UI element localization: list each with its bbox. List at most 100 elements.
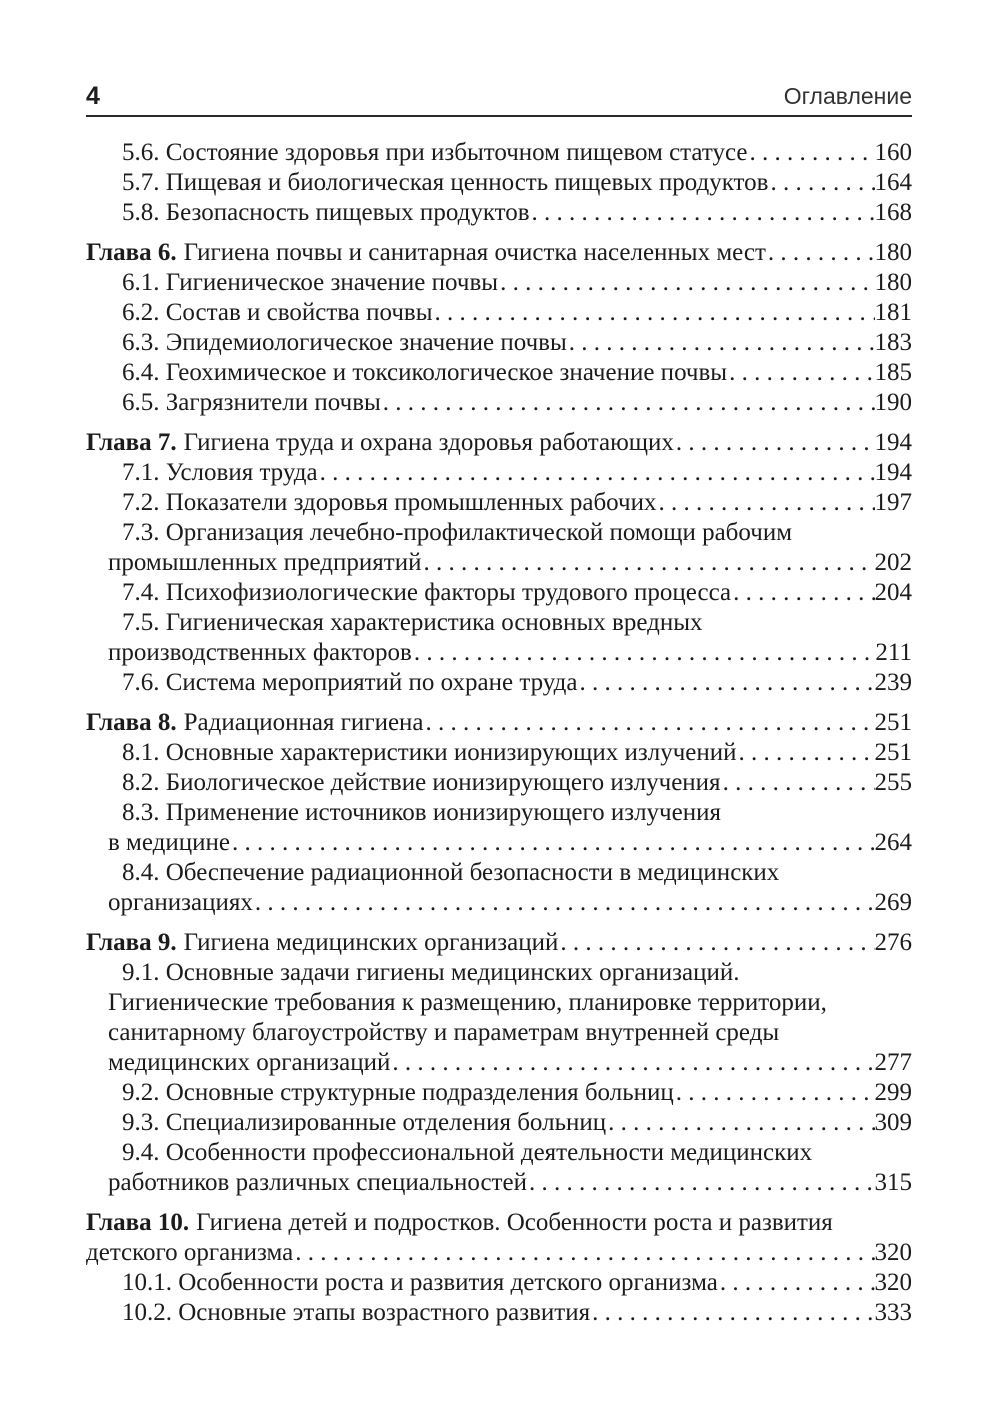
dot-leader xyxy=(232,828,875,858)
page-ref: 185 xyxy=(874,359,913,386)
chapter-label: Глава 7. xyxy=(86,429,177,456)
toc-entry: Глава 9.Гигиена медицинских организаций 2… xyxy=(86,928,912,958)
toc-entry-line: 9.2. Основные структурные подразделения … xyxy=(86,1078,912,1108)
chapter-label: Глава 6. xyxy=(86,239,177,266)
page-ref: 309 xyxy=(874,1109,913,1136)
toc-entry-text: 5.8. Безопасность пищевых продуктов xyxy=(122,199,530,226)
dot-leader xyxy=(733,578,874,608)
toc-entry-line: Глава 6. Гигиена почвы и санитарная очист… xyxy=(86,238,912,268)
page-ref: 269 xyxy=(874,889,913,916)
toc-entry-text: 6.4. Геохимическое и токсикологическое з… xyxy=(122,359,728,386)
toc-entry-line: 7.2. Показатели здоровья промышленных ра… xyxy=(86,488,912,518)
toc-entry: 5.6. Состояние здоровья при избыточном п… xyxy=(86,138,912,168)
toc-entry-line: детского организма 320 xyxy=(86,1238,912,1268)
toc-entry-line: Гигиенические требования к размещению, п… xyxy=(86,988,912,1018)
toc-entry-text: 8.4. Обеспечение радиационной безопаснос… xyxy=(122,859,780,886)
dot-leader xyxy=(770,168,874,198)
page-header: 4 Оглавление xyxy=(86,84,912,109)
page-ref: 239 xyxy=(874,669,913,696)
toc-entry-text: 7.4. Психофизиологические факторы трудов… xyxy=(122,579,732,606)
toc-entry: 5.8. Безопасность пищевых продуктов 168 xyxy=(86,198,912,228)
dot-leader xyxy=(729,358,874,388)
toc-entry-text: Глава 8. Радиационная гигиена xyxy=(86,708,424,738)
toc-entry: 7.5. Гигиеническая характеристика основн… xyxy=(86,608,912,668)
toc-entry: 8.2. Биологическое действие ионизирующег… xyxy=(86,768,912,798)
page-ref: 190 xyxy=(874,389,913,416)
toc-entry-text: 6.2. Состав и свойства почвы xyxy=(122,299,433,326)
dot-leader xyxy=(723,768,875,798)
toc-entry-text: 8.3. Применение источников ионизирующего… xyxy=(122,799,721,826)
toc-entry: 7.4. Психофизиологические факторы трудов… xyxy=(86,578,912,608)
toc-entry-text: 9.4. Особенности профессиональной деятел… xyxy=(122,1139,813,1166)
toc-entry-line: 6.4. Геохимическое и токсикологическое з… xyxy=(86,358,912,388)
toc-entry-text: 8.2. Биологическое действие ионизирующег… xyxy=(122,769,721,796)
toc-entry-line: Глава 7. Гигиена труда и охрана здоровья … xyxy=(86,428,912,458)
toc-entry-line: в медицине 264 xyxy=(86,828,912,858)
toc-entry-text: 7.2. Показатели здоровья промышленных ра… xyxy=(122,489,657,516)
toc-entry-line: 8.4. Обеспечение радиационной безопаснос… xyxy=(86,858,912,888)
page-ref: 251 xyxy=(874,739,913,766)
page-ref: 180 xyxy=(874,239,913,266)
dot-leader xyxy=(295,1238,874,1268)
chapter-title: Гигиена труда и охрана здоровья работающ… xyxy=(183,429,674,456)
toc-entry-line: промышленных предприятий 202 xyxy=(86,548,912,578)
toc-entry: 6.5. Загрязнители почвы 190 xyxy=(86,388,912,418)
dot-leader xyxy=(383,388,875,418)
toc-entry-text: 10.1. Особенности роста и развития детск… xyxy=(122,1269,718,1296)
dot-leader xyxy=(749,138,874,168)
toc-entry-text: Глава 6. Гигиена почвы и санитарная очист… xyxy=(86,238,766,268)
toc-entry-text: 9.3. Специализированные отделения больни… xyxy=(122,1109,607,1136)
toc-entry-line: медицинских организаций 277 xyxy=(86,1048,912,1078)
dot-leader xyxy=(255,888,875,918)
toc-entry: 7.3. Организация лечебно-профилактическо… xyxy=(86,518,912,578)
dot-leader xyxy=(739,738,875,768)
toc-entry-line: Глава 8.Радиационная гигиена 251 xyxy=(86,708,912,738)
dot-leader xyxy=(500,268,874,298)
toc-entry-text: 7.6. Система мероприятий по охране труда xyxy=(122,669,578,696)
toc-entry-line: производственных факторов 211 xyxy=(86,638,912,668)
dot-leader xyxy=(580,668,875,698)
chapter-title: Гигиена детей и подростков. Особенности … xyxy=(196,1209,833,1236)
toc-entry-text: 7.5. Гигиеническая характеристика основн… xyxy=(122,609,703,636)
toc-entry-line: 6.5. Загрязнители почвы 190 xyxy=(86,388,912,418)
toc-entry: Глава 10. Гигиена детей и подростков. Осо… xyxy=(86,1208,912,1268)
dot-leader xyxy=(569,328,875,358)
toc-entry-text: работников различных специальностей xyxy=(108,1169,527,1196)
toc-entry-text: 5.6. Состояние здоровья при избыточном п… xyxy=(122,139,748,166)
dot-leader xyxy=(676,428,875,458)
toc-entry: 6.1. Гигиеническое значение почвы 180 xyxy=(86,268,912,298)
page-ref: 204 xyxy=(874,579,913,606)
page-ref: 333 xyxy=(874,1299,913,1326)
toc-entry-text: производственных факторов xyxy=(108,639,412,666)
chapter-label: Глава 8. xyxy=(86,709,177,736)
dot-leader xyxy=(608,1108,874,1138)
toc-entry: 9.1. Основные задачи гигиены медицинских… xyxy=(86,958,912,1078)
running-head-title: Оглавление xyxy=(783,83,912,109)
toc-entry: 10.1. Особенности роста и развития детск… xyxy=(86,1268,912,1298)
toc-entry-text: организациях xyxy=(108,889,253,916)
page-ref: 194 xyxy=(874,459,913,486)
page-ref: 168 xyxy=(874,199,913,226)
toc-entry-text: 6.1. Гигиеническое значение почвы xyxy=(122,269,499,296)
dot-leader xyxy=(676,1078,875,1108)
toc-entry-line: 7.4. Психофизиологические факторы трудов… xyxy=(86,578,912,608)
dot-leader xyxy=(560,928,874,958)
page-ref: 320 xyxy=(874,1269,913,1296)
dot-leader xyxy=(392,1048,874,1078)
page-ref: 315 xyxy=(874,1169,913,1196)
toc-entry: 8.1. Основные характеристики ионизирующи… xyxy=(86,738,912,768)
toc-entry: Глава 7. Гигиена труда и охрана здоровья … xyxy=(86,428,912,458)
dot-leader xyxy=(532,198,875,228)
folio-page-number: 4 xyxy=(86,82,100,110)
toc-entry-line: 9.3. Специализированные отделения больни… xyxy=(86,1108,912,1138)
toc-entry-line: 5.7. Пищевая и биологическая ценность пи… xyxy=(86,168,912,198)
page-ref: 320 xyxy=(874,1239,913,1266)
dot-leader xyxy=(435,298,875,328)
toc-entry-line: 6.2. Состав и свойства почвы 181 xyxy=(86,298,912,328)
dot-leader xyxy=(768,238,875,268)
toc-entry-line: 10.2. Основные этапы возрастного развити… xyxy=(86,1298,912,1328)
toc-entry: 10.2. Основные этапы возрастного развити… xyxy=(86,1298,912,1328)
toc-entry-line: 8.2. Биологическое действие ионизирующег… xyxy=(86,768,912,798)
toc-entry: 9.2. Основные структурные подразделения … xyxy=(86,1078,912,1108)
